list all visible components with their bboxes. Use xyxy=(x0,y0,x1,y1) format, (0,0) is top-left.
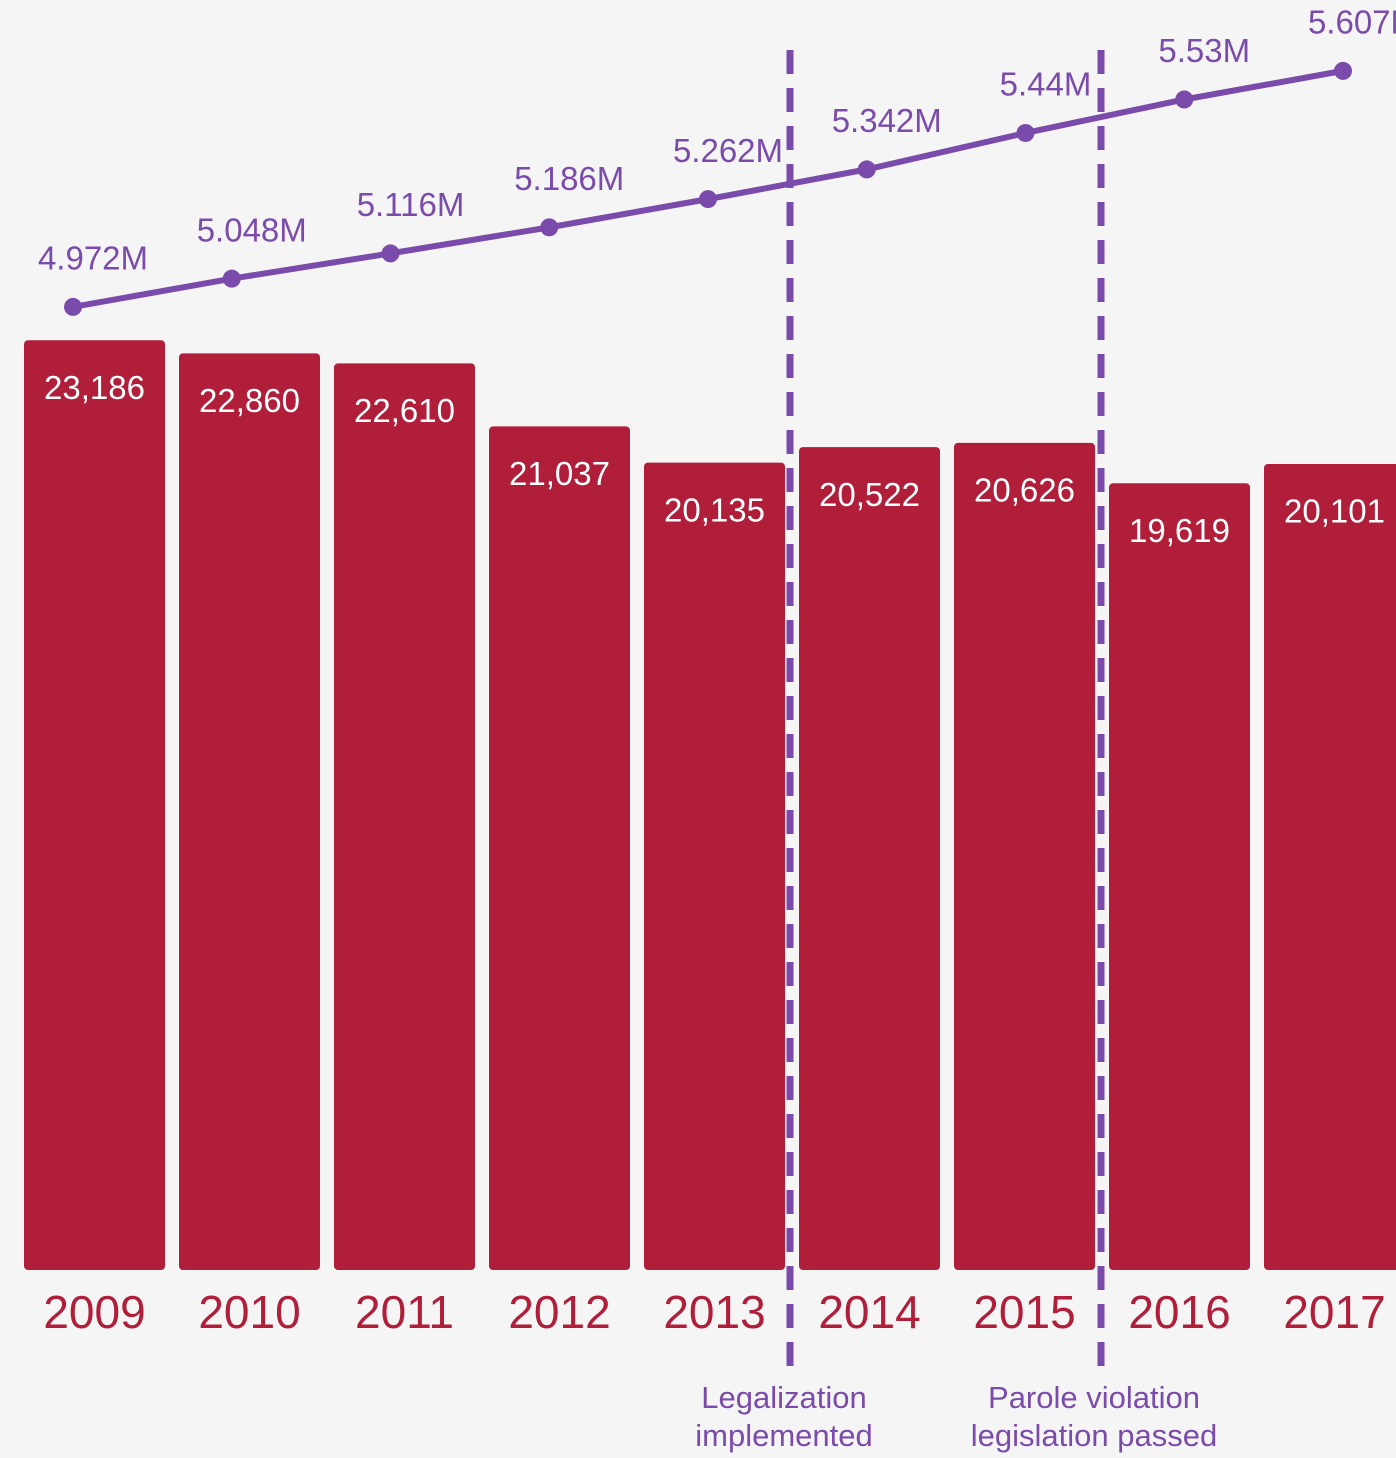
bar xyxy=(954,442,1095,1270)
bar xyxy=(799,447,940,1270)
line-value-label: 5.607M xyxy=(1308,4,1396,41)
x-tick-label: 2015 xyxy=(973,1286,1075,1338)
bar xyxy=(24,340,165,1270)
annotation-text: legislation passed xyxy=(971,1418,1217,1453)
bar xyxy=(644,462,785,1270)
x-tick-label: 2014 xyxy=(818,1286,920,1338)
x-tick-label: 2010 xyxy=(198,1286,300,1338)
bar-value-label: 23,186 xyxy=(44,369,145,406)
annotation-text: implemented xyxy=(695,1418,872,1453)
line-point xyxy=(222,269,241,288)
bar xyxy=(334,363,475,1270)
line-point xyxy=(699,190,717,209)
line-value-label: 5.53M xyxy=(1158,32,1250,69)
line xyxy=(72,67,1344,310)
x-tick-label: 2013 xyxy=(663,1286,765,1338)
x-tick-label: 2009 xyxy=(43,1286,145,1338)
line-point xyxy=(64,297,82,316)
x-tick-label: 2011 xyxy=(355,1286,454,1338)
line-value-label: 4.972M xyxy=(38,240,148,277)
annotation-text: Legalization xyxy=(701,1380,866,1415)
line-point xyxy=(540,218,559,237)
x-tick-label: 2017 xyxy=(1283,1286,1385,1338)
line-value-label: 5.262M xyxy=(673,132,783,169)
line-point xyxy=(381,244,400,263)
bar-value-label: 21,037 xyxy=(509,455,610,492)
bar-value-label: 22,610 xyxy=(354,392,455,429)
x-tick-label: 2012 xyxy=(508,1286,610,1338)
line-value-label: 5.44M xyxy=(1000,66,1092,103)
bar-value-label: 19,619 xyxy=(1129,512,1230,549)
bar-value-label: 20,626 xyxy=(974,472,1075,509)
line-point xyxy=(1016,123,1035,142)
line-value-label: 5.186M xyxy=(514,160,624,197)
annotation-text: Parole violation xyxy=(988,1380,1200,1415)
bar xyxy=(179,353,320,1271)
line-value-label: 5.116M xyxy=(357,186,465,223)
line-value-label: 5.048M xyxy=(197,211,307,248)
x-tick-label: 2016 xyxy=(1128,1286,1230,1338)
bar xyxy=(1109,483,1250,1271)
bar-value-label: 20,522 xyxy=(819,476,920,513)
line-point xyxy=(857,160,876,179)
bar-value-label: 20,135 xyxy=(664,491,765,528)
bar xyxy=(489,426,630,1271)
bar xyxy=(1264,463,1396,1270)
line-value-label: 5.342M xyxy=(832,102,942,139)
bar-value-label: 22,860 xyxy=(199,382,300,419)
bar-value-label: 20,101 xyxy=(1284,493,1385,530)
line-point xyxy=(1334,61,1352,80)
line-point xyxy=(1175,90,1194,109)
